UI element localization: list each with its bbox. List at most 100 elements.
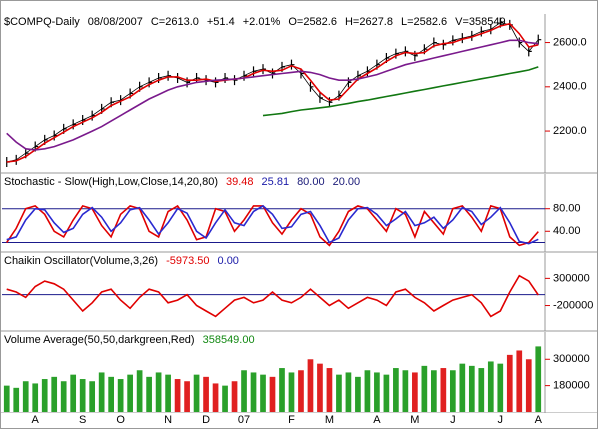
volume-bar xyxy=(250,372,257,412)
price-bar xyxy=(395,48,399,59)
y-tick-label: 300000 xyxy=(553,272,590,284)
volume-bar xyxy=(51,376,58,412)
price-bar xyxy=(309,81,314,92)
volume-bar xyxy=(79,379,86,412)
volume-bar xyxy=(364,370,371,412)
price-bar xyxy=(158,72,162,83)
volume-bar xyxy=(212,383,219,412)
price-bar xyxy=(214,77,219,88)
indicator-line xyxy=(262,66,539,117)
volume-bar xyxy=(146,376,152,412)
header-item: -5973.50 xyxy=(166,255,209,267)
y-tick-label: 2400.0 xyxy=(553,81,587,93)
header-item: Stochastic - Slow(High,Low,Close,14,20,8… xyxy=(4,176,218,188)
volume-bar xyxy=(279,368,285,412)
x-tick-label: 07 xyxy=(238,414,250,426)
y-tick-label: -200000 xyxy=(553,299,593,311)
volume-bar xyxy=(440,368,447,412)
price-bar xyxy=(528,46,532,57)
panel-header: Chaikin Oscillator(Volume,3,26) -5973.50 0… xyxy=(4,255,239,267)
volume-bar xyxy=(355,376,361,412)
indicator-line xyxy=(6,39,539,151)
price-bar xyxy=(262,64,267,75)
volume-bar xyxy=(70,374,77,412)
price-bar xyxy=(224,72,229,83)
volume-bar xyxy=(383,374,390,412)
panel-header: Volume Average(50,50,darkgreen,Red) 35854… xyxy=(4,334,255,346)
x-tick-label: A xyxy=(535,414,543,426)
price-bar xyxy=(167,70,172,81)
volume-bar xyxy=(32,383,39,412)
volume-bar xyxy=(231,381,238,412)
y-tick-label: 80.00 xyxy=(553,203,581,215)
volume-bar xyxy=(98,372,105,412)
volume-bar xyxy=(393,368,399,412)
header-item: L=2582.6 xyxy=(401,16,447,28)
header-item: 20.00 xyxy=(333,176,361,188)
volume-bar xyxy=(41,379,48,412)
indicator-line xyxy=(6,204,539,247)
volume-bar xyxy=(516,350,523,412)
volume-bar xyxy=(165,374,171,412)
price-bar xyxy=(480,26,485,37)
volume-bar xyxy=(431,370,437,412)
price-bar xyxy=(186,77,191,88)
volume-bar xyxy=(269,376,276,412)
header-item: 358549.00 xyxy=(203,334,255,346)
price-bar xyxy=(319,92,323,103)
x-axis-band xyxy=(1,413,597,428)
volume-bar xyxy=(449,370,456,412)
header-item: +51.4 xyxy=(207,16,235,28)
header-item: O=2582.6 xyxy=(288,16,337,28)
volume-bar xyxy=(307,359,314,412)
volume-bar xyxy=(402,370,409,412)
price-bar xyxy=(404,46,409,57)
header-item: $COMPQ-Daily xyxy=(4,16,80,28)
volume-bar xyxy=(3,385,10,412)
header-item: 0.00 xyxy=(218,255,239,267)
volume-bar xyxy=(60,381,67,412)
volume-bar xyxy=(203,376,209,412)
x-tick-label: M xyxy=(410,414,419,426)
price-bar xyxy=(82,115,86,125)
x-tick-label: A xyxy=(32,414,40,426)
header-item: 39.48 xyxy=(226,176,254,188)
volume-bar xyxy=(22,381,29,412)
header-item: H=2627.8 xyxy=(345,16,393,28)
header-item: V=358549 xyxy=(455,16,505,28)
volume-bar xyxy=(535,346,542,412)
header-item: 25.81 xyxy=(262,176,290,188)
x-tick-label: J xyxy=(498,414,504,426)
panel-header: Stochastic - Slow(High,Low,Close,14,20,8… xyxy=(4,176,360,188)
volume-bar xyxy=(155,372,162,412)
indicator-line xyxy=(6,22,539,163)
volume-bar xyxy=(108,376,114,412)
price-bar xyxy=(347,77,352,88)
price-bar xyxy=(290,59,295,70)
volume-bar xyxy=(193,374,200,412)
price-bar xyxy=(442,39,447,50)
volume-bar xyxy=(374,372,380,412)
volume-bar xyxy=(478,368,485,412)
header-item: 08/08/2007 xyxy=(88,16,143,28)
volume-bar xyxy=(298,370,304,412)
header-item: 80.00 xyxy=(297,176,325,188)
price-bar xyxy=(452,35,456,46)
volume-bar xyxy=(317,363,323,412)
x-tick-label: J xyxy=(450,414,456,426)
volume-bar xyxy=(336,374,342,412)
volume-bar xyxy=(506,354,513,412)
price-bar xyxy=(72,119,77,130)
price-bar xyxy=(233,75,238,86)
price-bar xyxy=(195,72,200,83)
price-bar xyxy=(243,70,248,81)
volume-bar xyxy=(241,370,247,412)
volume-bar xyxy=(13,387,20,412)
volume-bar xyxy=(345,372,352,412)
x-tick-label: O xyxy=(116,414,125,426)
x-tick-label: N xyxy=(164,414,172,426)
panel-header: $COMPQ-Daily 08/08/2007 C=2613.0 +51.4 +2.01… xyxy=(4,16,506,28)
x-tick-label: F xyxy=(288,414,295,426)
x-tick-label: A xyxy=(373,414,381,426)
volume-bar xyxy=(222,385,228,412)
